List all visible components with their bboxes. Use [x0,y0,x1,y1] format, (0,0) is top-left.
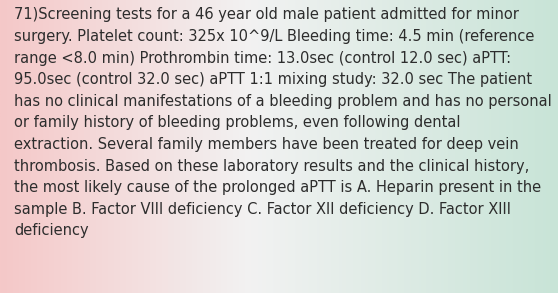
Text: 71)Screening tests for a 46 year old male patient admitted for minor
surgery. Pl: 71)Screening tests for a 46 year old mal… [14,7,552,238]
